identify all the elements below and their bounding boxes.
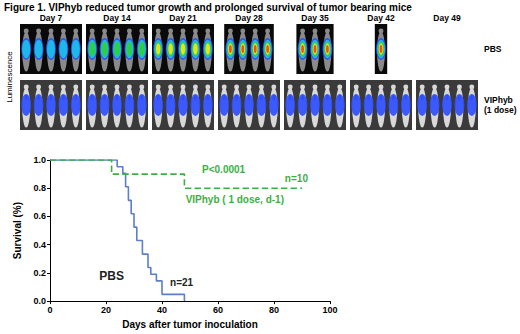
svg-text:Day 42: Day 42	[367, 13, 395, 23]
svg-text:Luminescence: Luminescence	[5, 51, 14, 103]
svg-text:VIPhyb: VIPhyb	[484, 95, 513, 105]
svg-text:Day 49: Day 49	[433, 13, 461, 23]
svg-text:n=21: n=21	[170, 277, 194, 288]
svg-text:0.4: 0.4	[33, 240, 46, 250]
svg-text:1.0: 1.0	[33, 155, 46, 165]
svg-text:PBS: PBS	[484, 44, 502, 54]
svg-text:80: 80	[269, 305, 279, 315]
svg-text:100: 100	[322, 305, 337, 315]
svg-text:PBS: PBS	[99, 269, 124, 283]
svg-text:VIPhyb ( 1 dose, d-1): VIPhyb ( 1 dose, d-1)	[186, 194, 284, 205]
svg-text:Survival (%): Survival (%)	[12, 202, 23, 259]
svg-text:Day 21: Day 21	[169, 13, 197, 23]
svg-text:Figure 1. VIPhyb reduced tumor: Figure 1. VIPhyb reduced tumor growth an…	[4, 2, 412, 13]
svg-text:Day 7: Day 7	[40, 13, 63, 23]
svg-text:60: 60	[213, 305, 223, 315]
svg-text:0: 0	[47, 305, 52, 315]
svg-text:40: 40	[157, 305, 167, 315]
svg-text:20: 20	[101, 305, 111, 315]
svg-text:P<0.0001: P<0.0001	[202, 164, 246, 175]
svg-text:0.0: 0.0	[33, 296, 46, 306]
svg-text:0.6: 0.6	[33, 211, 46, 221]
svg-text:0.2: 0.2	[33, 268, 46, 278]
svg-text:Day 28: Day 28	[235, 13, 263, 23]
svg-text:(1 dose): (1 dose)	[484, 105, 517, 115]
svg-text:n=10: n=10	[285, 173, 309, 184]
svg-text:Day 35: Day 35	[301, 13, 329, 23]
svg-text:0.8: 0.8	[33, 183, 46, 193]
svg-text:Day 14: Day 14	[103, 13, 131, 23]
svg-text:Days after tumor inoculation: Days after tumor inoculation	[122, 319, 258, 330]
